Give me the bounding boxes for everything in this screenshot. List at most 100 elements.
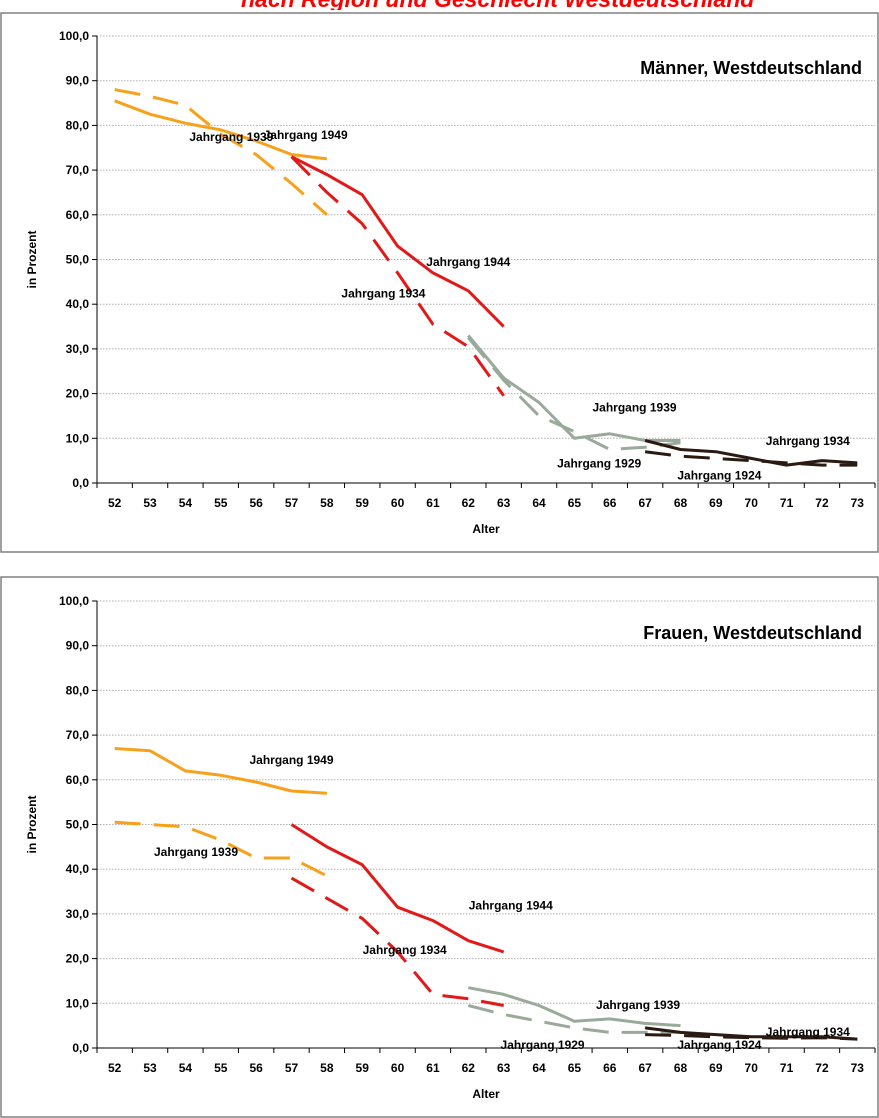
y-tick-label: 60,0: [66, 208, 90, 222]
page-title: nach Region und Geschlecht Westdeutschla…: [241, 0, 754, 10]
y-tick-label: 80,0: [66, 683, 90, 697]
series-line-5: [467, 1004, 681, 1034]
x-tick-label: 69: [709, 1061, 723, 1075]
series-line-3: [290, 876, 504, 1007]
series-annotation: Jahrgang 1944: [426, 255, 510, 269]
x-tick-label: 60: [391, 1061, 405, 1075]
chart-title: Männer, Westdeutschland: [640, 58, 862, 78]
x-tick-label: 72: [815, 496, 829, 510]
y-tick-label: 70,0: [66, 163, 90, 177]
x-tick-label: 53: [143, 1061, 157, 1075]
series-annotation: Jahrgang 1924: [677, 1038, 761, 1052]
series-line-2: [290, 823, 505, 954]
x-tick-label: 70: [745, 496, 759, 510]
x-tick-label: 54: [179, 1061, 193, 1075]
series-annotation: Jahrgang 1934: [766, 1025, 850, 1039]
y-tick-label: 70,0: [66, 728, 90, 742]
x-tick-label: 63: [497, 496, 511, 510]
x-tick-label: 55: [214, 496, 228, 510]
series-line-0: [114, 99, 328, 161]
x-tick-label: 54: [179, 496, 193, 510]
y-tick-label: 10,0: [66, 431, 90, 445]
series-line-6: [644, 439, 858, 467]
series-line-2: [290, 155, 505, 328]
x-tick-label: 63: [497, 1061, 511, 1075]
y-tick-label: 0,0: [72, 1041, 89, 1055]
x-tick-label: 71: [780, 496, 794, 510]
x-tick-label: 62: [462, 1061, 476, 1075]
series-annotation: Jahrgang 1939: [596, 998, 680, 1012]
x-tick-label: 66: [603, 496, 617, 510]
x-tick-label: 61: [426, 496, 440, 510]
x-tick-label: 61: [426, 1061, 440, 1075]
y-tick-label: 10,0: [66, 996, 90, 1010]
chart-frame: [0, 12, 879, 553]
x-axis-label: Alter: [472, 1087, 500, 1101]
series-line-1: [114, 88, 328, 216]
x-tick-label: 73: [851, 1061, 865, 1075]
y-tick-label: 20,0: [66, 387, 90, 401]
series-annotation: Jahrgang 1924: [677, 468, 761, 482]
series-annotation: Jahrgang 1949: [249, 753, 333, 767]
x-tick-label: 68: [674, 1061, 688, 1075]
x-tick-label: 58: [320, 1061, 334, 1075]
series-line-0: [114, 747, 327, 795]
x-tick-label: 70: [745, 1061, 759, 1075]
y-tick-label: 50,0: [66, 253, 90, 267]
x-tick-label: 67: [638, 1061, 652, 1075]
page-title-strip: nach Region und Geschlecht Westdeutschla…: [0, 0, 879, 10]
chart-frauen: 0,0 10,0 20,0 30,0 40,0 50,0 60,0 70,0 80,0 90,0 1…: [0, 576, 879, 1118]
y-tick-label: 30,0: [66, 907, 90, 921]
series-annotation: Jahrgang 1934: [363, 943, 447, 957]
x-tick-label: 58: [320, 496, 334, 510]
y-tick-label: 20,0: [66, 952, 90, 966]
x-tick-label: 72: [815, 1061, 829, 1075]
chart-frame: [0, 576, 879, 1118]
y-tick-label: 30,0: [66, 342, 90, 356]
series-line-7: [645, 1033, 858, 1041]
y-tick-label: 80,0: [66, 118, 90, 132]
series-annotation: Jahrgang 1929: [557, 456, 641, 470]
series-annotation: Jahrgang 1949: [264, 128, 348, 142]
x-tick-label: 52: [108, 496, 122, 510]
x-tick-label: 57: [285, 1061, 299, 1075]
x-tick-label: 52: [108, 1061, 122, 1075]
x-tick-label: 59: [356, 496, 370, 510]
x-tick-label: 66: [603, 1061, 617, 1075]
x-tick-label: 64: [532, 1061, 546, 1075]
series-annotation: Jahrgang 1934: [341, 286, 425, 300]
y-axis-label: in Prozent: [25, 795, 39, 853]
y-tick-label: 90,0: [66, 639, 90, 653]
y-tick-label: 100,0: [59, 594, 89, 608]
x-tick-label: 57: [285, 496, 299, 510]
y-tick-label: 50,0: [66, 818, 90, 832]
x-tick-label: 68: [674, 496, 688, 510]
x-tick-label: 64: [532, 496, 546, 510]
y-tick-label: 40,0: [66, 297, 90, 311]
x-axis-label: Alter: [472, 522, 500, 536]
series-annotation: Jahrgang 1944: [469, 898, 553, 912]
x-tick-label: 56: [249, 496, 263, 510]
y-axis-label: in Prozent: [25, 230, 39, 288]
x-tick-label: 65: [568, 1061, 582, 1075]
y-tick-label: 60,0: [66, 773, 90, 787]
series-annotation: Jahrgang 1939: [154, 845, 238, 859]
y-tick-label: 0,0: [72, 476, 89, 490]
series-annotation: Jahrgang 1934: [766, 434, 850, 448]
series-annotation: Jahrgang 1929: [501, 1038, 585, 1052]
series-annotation: Jahrgang 1939: [189, 130, 273, 144]
chart-maenner: 0,0 10,0 20,0 30,0 40,0 50,0 60,0 70,0 80,0 90,0 1…: [0, 12, 879, 553]
x-tick-label: 56: [249, 1061, 263, 1075]
x-tick-label: 69: [709, 496, 723, 510]
x-tick-label: 67: [638, 496, 652, 510]
chart-title: Frauen, Westdeutschland: [643, 623, 862, 643]
y-tick-label: 100,0: [59, 29, 89, 43]
y-tick-label: 90,0: [66, 74, 90, 88]
x-tick-label: 62: [462, 496, 476, 510]
series-line-3: [290, 155, 505, 397]
x-tick-label: 59: [356, 1061, 370, 1075]
series-annotation: Jahrgang 1939: [593, 400, 677, 414]
x-tick-label: 71: [780, 1061, 794, 1075]
x-tick-label: 73: [851, 496, 865, 510]
y-tick-label: 40,0: [66, 862, 90, 876]
